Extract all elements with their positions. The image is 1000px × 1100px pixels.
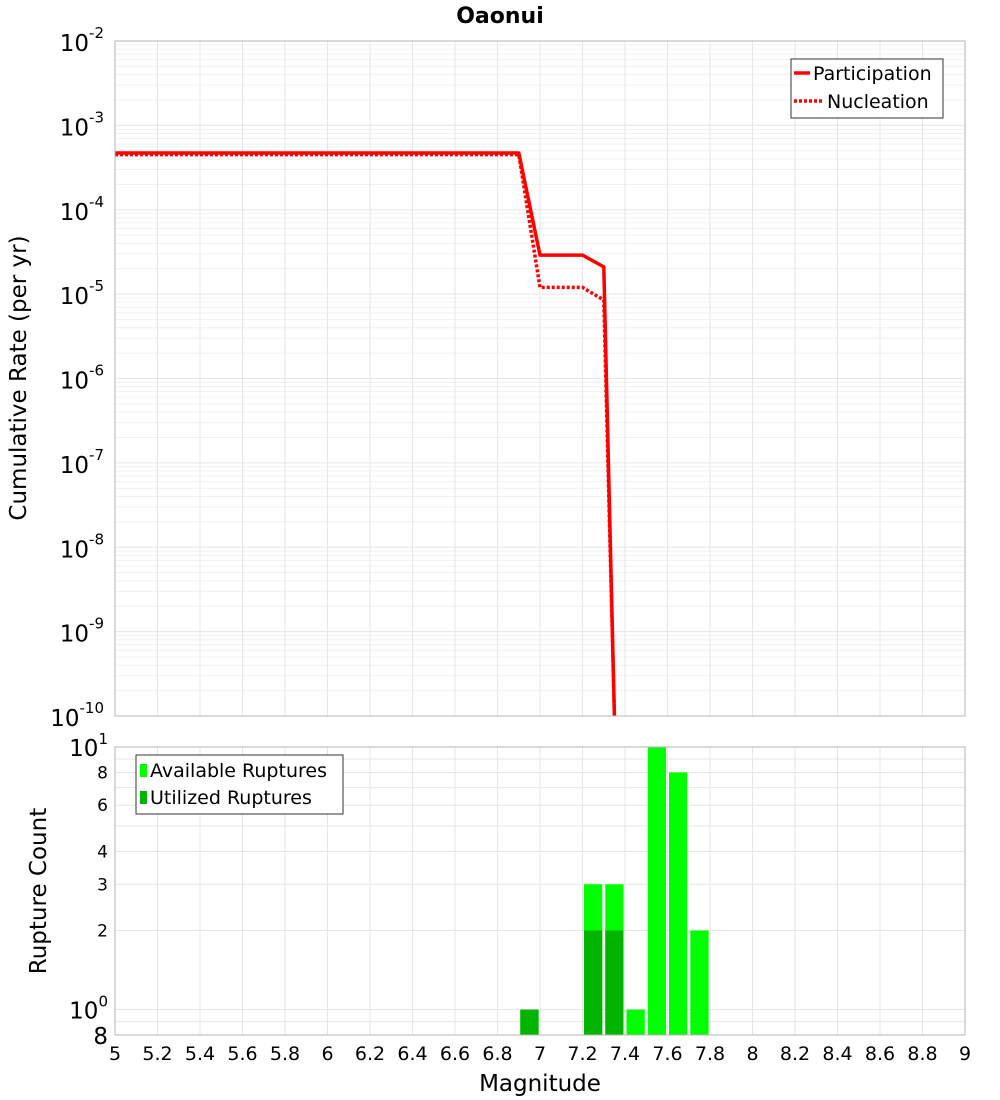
rupture-count-legend: Available Ruptures Utilized Ruptures bbox=[135, 754, 344, 815]
legend-swatch-utilized-ruptures bbox=[140, 791, 147, 804]
rupture-count-bars bbox=[520, 747, 709, 1035]
rupture-count-frame bbox=[114, 746, 966, 1036]
bar-available-ruptures bbox=[647, 747, 666, 1035]
cumulative-rate-legend: Participation Nucleation bbox=[790, 58, 944, 119]
y-tick-label: 10-10 bbox=[50, 699, 104, 732]
y-tick-label: 10-6 bbox=[60, 362, 104, 395]
x-tick-label: 6.6 bbox=[440, 1043, 470, 1065]
bar-utilized-ruptures bbox=[605, 930, 624, 1035]
x-tick-label: 7.6 bbox=[652, 1043, 682, 1065]
bar-available-ruptures bbox=[626, 1009, 645, 1035]
legend-label-available-ruptures: Available Ruptures bbox=[150, 760, 327, 782]
x-tick-label: 8.4 bbox=[822, 1043, 852, 1065]
x-tick-label: 9 bbox=[959, 1043, 971, 1065]
x-tick-label: 8.2 bbox=[780, 1043, 810, 1065]
y-tick-label: 8 bbox=[93, 1024, 108, 1050]
rupture-count-y-axis-label: Rupture Count bbox=[26, 808, 52, 974]
series-line-nucleation bbox=[115, 152, 617, 717]
x-tick-label: 8.8 bbox=[907, 1043, 937, 1065]
cumulative-rate-grid bbox=[114, 40, 966, 717]
x-tick-label: 5.8 bbox=[270, 1043, 300, 1065]
y-tick-label: 8 bbox=[97, 763, 108, 783]
y-tick-label: 10-4 bbox=[60, 193, 104, 226]
x-tick-label: 5 bbox=[109, 1043, 121, 1065]
magnitude-x-axis-label: Magnitude bbox=[479, 1071, 601, 1097]
y-tick-label: 4 bbox=[97, 842, 108, 862]
cumulative-rate-y-ticks: 10-2 10-3 10-4 10-5 10-6 10-7 10-8 10-9 10-10 bbox=[50, 24, 104, 732]
bar-available-ruptures bbox=[690, 930, 709, 1035]
y-tick-label: 10-7 bbox=[60, 446, 104, 479]
y-tick-label: 2 bbox=[97, 922, 108, 942]
x-tick-label: 6.8 bbox=[482, 1043, 512, 1065]
y-tick-label: 10-9 bbox=[60, 615, 104, 648]
y-tick-label: 3 bbox=[97, 875, 108, 895]
x-tick-label: 6.4 bbox=[397, 1043, 427, 1065]
legend-label-nucleation: Nucleation bbox=[827, 91, 929, 113]
chart-title: Oaonui bbox=[456, 4, 544, 29]
cumulative-rate-y-axis-label: Cumulative Rate (per yr) bbox=[6, 235, 32, 520]
bar-utilized-ruptures bbox=[520, 1009, 539, 1035]
x-tick-label: 5.2 bbox=[142, 1043, 172, 1065]
cumulative-rate-panel: 10-2 10-3 10-4 10-5 10-6 10-7 10-8 10-9 10-10 Cu… bbox=[6, 24, 966, 732]
y-tick-label: 10-5 bbox=[60, 277, 104, 310]
x-tick-label: 6 bbox=[321, 1043, 333, 1065]
y-tick-label: 10-8 bbox=[60, 530, 104, 563]
bar-available-ruptures bbox=[669, 772, 688, 1035]
y-tick-label: 10-3 bbox=[60, 108, 104, 141]
legend-swatch-available-ruptures bbox=[140, 764, 147, 777]
x-tick-label: 6.2 bbox=[355, 1043, 385, 1065]
x-tick-label: 8 bbox=[746, 1043, 758, 1065]
x-tick-label: 5.4 bbox=[185, 1043, 215, 1065]
legend-label-utilized-ruptures: Utilized Ruptures bbox=[150, 787, 312, 809]
cumulative-rate-frame bbox=[114, 40, 966, 717]
x-tick-label: 5.6 bbox=[227, 1043, 257, 1065]
x-tick-label: 8.6 bbox=[865, 1043, 895, 1065]
x-tick-label: 7.4 bbox=[610, 1043, 640, 1065]
cumulative-rate-series bbox=[115, 151, 617, 717]
x-tick-label: 7.2 bbox=[567, 1043, 597, 1065]
y-tick-label: 101 bbox=[69, 730, 108, 762]
magnitude-x-ticks: 5 5.2 5.4 5.6 5.8 6 6.2 6.4 6.6 6.8 7 7.2 7.4 7.6 7.8 8… bbox=[109, 1043, 971, 1065]
y-tick-label: 100 bbox=[69, 993, 108, 1025]
y-tick-label: 6 bbox=[97, 796, 108, 816]
x-tick-label: 7.8 bbox=[695, 1043, 725, 1065]
bar-utilized-ruptures bbox=[584, 930, 603, 1035]
legend-label-participation: Participation bbox=[813, 63, 932, 85]
x-tick-label: 7 bbox=[534, 1043, 546, 1065]
y-tick-label: 10-2 bbox=[60, 24, 104, 57]
